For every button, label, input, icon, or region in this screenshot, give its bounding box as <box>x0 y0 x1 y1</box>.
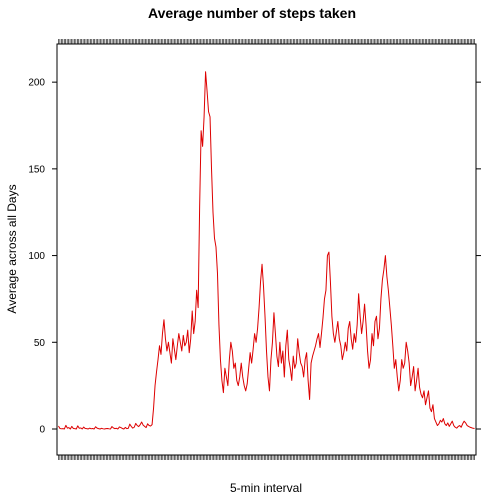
x-tick-marks-top <box>58 39 475 44</box>
y-tick-label: 150 <box>28 164 45 175</box>
x-tick-marks-bottom <box>58 455 475 460</box>
x-axis-ticks-bottom <box>58 455 475 460</box>
y-tick-label: 0 <box>39 424 45 435</box>
chart-title: Average number of steps taken <box>148 5 356 21</box>
y-tick-label: 50 <box>34 338 46 349</box>
series-line <box>58 71 475 430</box>
x-axis-ticks-top <box>58 39 475 44</box>
y-tick-label: 100 <box>28 251 45 262</box>
plot-frame <box>56 43 477 456</box>
x-axis-label: 5-min interval <box>230 481 302 495</box>
y-tick-label: 200 <box>28 78 45 89</box>
y-axis-label: Average across all Days <box>5 184 19 313</box>
y-axis-tick-labels: 0 50 100 150 200 <box>28 78 45 436</box>
y-axis-ticks <box>52 81 481 430</box>
